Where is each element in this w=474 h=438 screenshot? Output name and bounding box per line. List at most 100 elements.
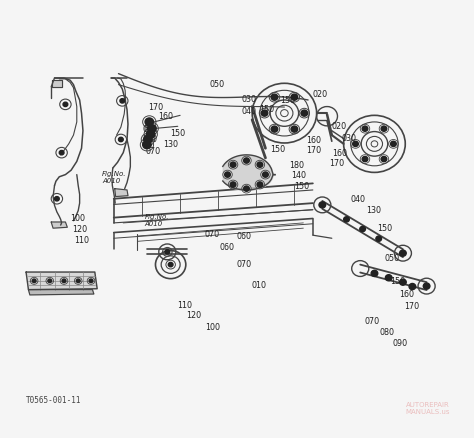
Text: 080: 080 bbox=[142, 135, 157, 144]
Text: 140: 140 bbox=[292, 171, 307, 180]
Text: 090: 090 bbox=[392, 338, 408, 347]
Text: 100: 100 bbox=[205, 322, 220, 331]
Text: 010: 010 bbox=[251, 280, 266, 289]
Polygon shape bbox=[115, 189, 128, 197]
Circle shape bbox=[362, 127, 368, 132]
Circle shape bbox=[360, 227, 365, 232]
Circle shape bbox=[291, 127, 298, 133]
Text: 070: 070 bbox=[146, 146, 161, 155]
Circle shape bbox=[271, 95, 278, 101]
Circle shape bbox=[319, 202, 326, 208]
Text: 040: 040 bbox=[242, 107, 257, 116]
Text: T0565-001-11: T0565-001-11 bbox=[26, 395, 82, 404]
Polygon shape bbox=[26, 272, 97, 290]
Text: 090: 090 bbox=[142, 124, 157, 133]
Text: 150: 150 bbox=[377, 223, 392, 232]
Circle shape bbox=[145, 119, 154, 127]
Text: 150: 150 bbox=[259, 105, 274, 114]
Circle shape bbox=[257, 183, 263, 188]
Text: 160: 160 bbox=[306, 136, 321, 145]
Text: 180: 180 bbox=[289, 161, 304, 170]
Circle shape bbox=[32, 279, 36, 283]
Circle shape bbox=[381, 127, 387, 132]
Text: 050: 050 bbox=[385, 253, 400, 262]
Text: 040: 040 bbox=[351, 195, 366, 204]
Circle shape bbox=[147, 125, 156, 133]
Circle shape bbox=[89, 279, 93, 283]
Circle shape bbox=[371, 271, 378, 277]
Circle shape bbox=[423, 283, 430, 290]
Polygon shape bbox=[51, 223, 67, 229]
Text: 100: 100 bbox=[70, 214, 85, 223]
Circle shape bbox=[257, 162, 263, 168]
Circle shape bbox=[263, 173, 268, 178]
Circle shape bbox=[144, 136, 152, 144]
Text: 170: 170 bbox=[329, 159, 345, 167]
Polygon shape bbox=[28, 290, 94, 295]
Circle shape bbox=[353, 142, 358, 147]
Text: 170: 170 bbox=[404, 301, 419, 310]
Circle shape bbox=[168, 263, 173, 267]
Circle shape bbox=[381, 157, 387, 162]
Text: Fig.No.
A010: Fig.No. A010 bbox=[145, 214, 169, 227]
Polygon shape bbox=[52, 81, 62, 88]
Text: 150: 150 bbox=[270, 145, 285, 153]
Text: 130: 130 bbox=[366, 206, 382, 215]
Circle shape bbox=[400, 279, 406, 286]
Text: 060: 060 bbox=[219, 242, 235, 251]
Text: 160: 160 bbox=[332, 149, 347, 158]
Text: 160: 160 bbox=[158, 112, 173, 120]
Text: 170: 170 bbox=[306, 145, 321, 154]
Circle shape bbox=[63, 103, 68, 107]
Circle shape bbox=[165, 250, 170, 254]
Circle shape bbox=[344, 217, 349, 223]
Text: 120: 120 bbox=[72, 225, 87, 233]
Circle shape bbox=[225, 173, 230, 178]
Text: 070: 070 bbox=[205, 230, 220, 239]
Circle shape bbox=[376, 237, 382, 242]
Text: 110: 110 bbox=[177, 300, 192, 309]
Circle shape bbox=[301, 111, 308, 117]
Circle shape bbox=[55, 197, 59, 201]
Circle shape bbox=[362, 157, 368, 162]
Text: 150: 150 bbox=[390, 277, 405, 286]
Circle shape bbox=[400, 251, 406, 257]
Circle shape bbox=[409, 284, 416, 290]
Circle shape bbox=[385, 275, 392, 281]
Text: 030: 030 bbox=[341, 134, 356, 142]
Text: 150: 150 bbox=[294, 182, 309, 191]
Circle shape bbox=[391, 142, 396, 147]
Circle shape bbox=[59, 151, 64, 155]
Text: Fig.No.
A010: Fig.No. A010 bbox=[102, 171, 127, 184]
Circle shape bbox=[48, 279, 52, 283]
Text: 130: 130 bbox=[164, 140, 179, 149]
Text: 030: 030 bbox=[242, 95, 257, 103]
Circle shape bbox=[120, 99, 125, 104]
Circle shape bbox=[230, 162, 236, 168]
Circle shape bbox=[62, 279, 66, 283]
Circle shape bbox=[118, 138, 123, 142]
Text: 080: 080 bbox=[379, 327, 394, 336]
Text: 120: 120 bbox=[186, 310, 201, 319]
Text: 070: 070 bbox=[236, 259, 251, 268]
Circle shape bbox=[271, 127, 278, 133]
Text: 020: 020 bbox=[313, 90, 328, 99]
Circle shape bbox=[261, 111, 268, 117]
Circle shape bbox=[244, 187, 249, 192]
Circle shape bbox=[230, 183, 236, 188]
Circle shape bbox=[146, 131, 155, 139]
Text: 170: 170 bbox=[148, 103, 164, 112]
Circle shape bbox=[143, 141, 151, 149]
Text: 110: 110 bbox=[74, 235, 90, 244]
Text: 050: 050 bbox=[210, 80, 225, 88]
Text: AUTOREPAIR
MANUALS.us: AUTOREPAIR MANUALS.us bbox=[406, 401, 450, 414]
Text: 150: 150 bbox=[170, 128, 185, 137]
Text: 070: 070 bbox=[364, 316, 379, 325]
Text: 020: 020 bbox=[332, 122, 347, 131]
Circle shape bbox=[76, 279, 80, 283]
Circle shape bbox=[244, 159, 249, 164]
Text: 150: 150 bbox=[280, 96, 295, 105]
Circle shape bbox=[291, 95, 298, 101]
Text: 160: 160 bbox=[400, 289, 415, 298]
Text: 060: 060 bbox=[236, 231, 251, 240]
